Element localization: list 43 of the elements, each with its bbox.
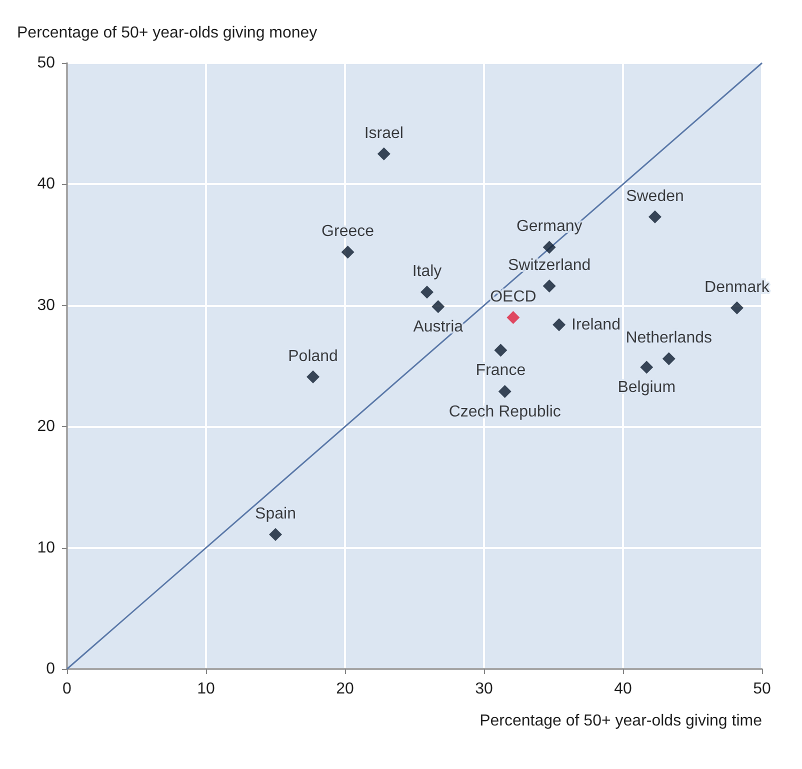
series-label: Denmark (704, 278, 770, 296)
series-label: Italy (412, 263, 442, 280)
x-tick-label: 40 (614, 680, 632, 698)
point (662, 352, 676, 366)
y-tick-label: 20 (37, 418, 56, 436)
y-tick-label: 10 (37, 539, 56, 556)
series-label: Netherlands (626, 330, 712, 347)
point (648, 210, 662, 224)
x-tick-label: 0 (62, 680, 72, 698)
point (432, 300, 445, 314)
y-tick-label: 40 (37, 176, 56, 193)
point (377, 147, 390, 160)
point (494, 344, 508, 357)
y-tick-label: 50 (37, 54, 56, 72)
series-label: Czech Republic (448, 403, 561, 420)
y-tick-label: 0 (46, 660, 56, 678)
series-label: Poland (288, 348, 338, 365)
series-label: France (476, 362, 526, 380)
series-label: Ireland (572, 316, 620, 334)
point (542, 240, 556, 254)
point (341, 246, 354, 259)
y-tick-label: 30 (37, 296, 56, 314)
point (730, 301, 744, 314)
x-axis-title: Percentage of 50+ year-olds giving time (480, 712, 762, 730)
point (640, 360, 654, 374)
point (542, 280, 556, 293)
series-label: Israel (364, 124, 404, 142)
y-axis-title: Percentage of 50+ year-olds giving money (17, 24, 318, 42)
point (498, 384, 512, 398)
x-tick-label: 50 (753, 680, 771, 698)
point (269, 528, 282, 541)
x-tick-label: 30 (475, 680, 493, 698)
series-label: Greece (322, 223, 374, 240)
point (306, 370, 320, 384)
point (506, 311, 520, 324)
series-label: Spain (255, 505, 296, 522)
series-label: Belgium (618, 379, 676, 396)
x-tick-label: 20 (336, 680, 354, 698)
series-label: Sweden (626, 188, 684, 205)
point (552, 318, 566, 332)
series-label: OECD (490, 288, 536, 306)
x-tick-label: 10 (197, 680, 215, 698)
point (420, 286, 434, 299)
